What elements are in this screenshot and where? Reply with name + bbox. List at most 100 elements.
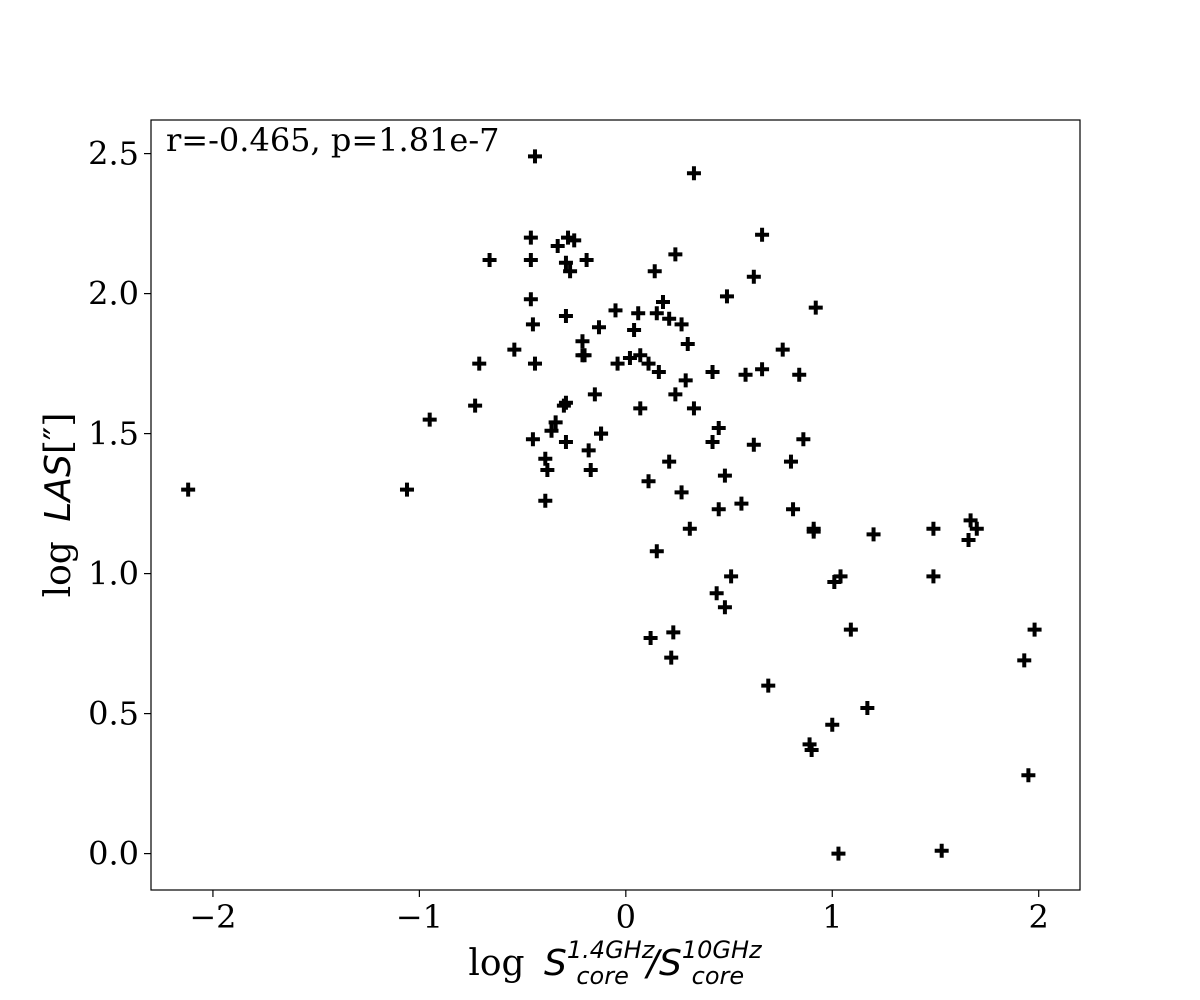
- data-point: [734, 496, 749, 511]
- data-point: [587, 387, 602, 402]
- data-point: [647, 264, 662, 279]
- data-point: [558, 255, 573, 270]
- data-point: [575, 334, 590, 349]
- y-tick-label: 0.0: [88, 835, 139, 873]
- data-point: [755, 362, 770, 377]
- x-tick-label: 2: [1029, 898, 1049, 936]
- data-point: [843, 622, 858, 637]
- y-tick-label: 1.5: [88, 415, 139, 453]
- data-point: [594, 426, 609, 441]
- data-point: [525, 432, 540, 447]
- x-tick-label: −1: [396, 898, 443, 936]
- data-point: [550, 239, 565, 253]
- data-point: [969, 521, 984, 536]
- data-point: [796, 432, 811, 447]
- y-tick-label: 2.0: [88, 275, 139, 313]
- data-point: [761, 678, 776, 693]
- plot-frame: [150, 119, 1081, 891]
- data-point: [664, 650, 679, 665]
- data-point: [711, 502, 726, 517]
- data-point: [655, 295, 670, 309]
- x-tick-label: 0: [616, 898, 636, 936]
- data-point: [631, 306, 646, 321]
- data-point: [558, 395, 573, 410]
- data-point: [860, 701, 875, 715]
- data-point: [540, 463, 555, 477]
- data-point: [709, 586, 724, 601]
- data-point: [558, 435, 573, 449]
- data-point: [705, 365, 720, 379]
- data-point: [668, 247, 683, 262]
- y-tick-label: 2.5: [88, 135, 139, 173]
- data-point: [686, 166, 701, 181]
- data-point: [641, 474, 656, 489]
- data-point: [961, 533, 976, 547]
- data-point: [866, 527, 881, 542]
- data-point: [523, 253, 538, 267]
- data-point: [674, 485, 689, 500]
- data-point: [610, 356, 625, 371]
- data-point: [523, 230, 538, 245]
- data-point: [831, 846, 846, 861]
- data-point: [1027, 622, 1042, 637]
- y-tick-label: 1.0: [88, 555, 139, 593]
- data-point: [705, 435, 720, 449]
- data-point: [934, 843, 949, 858]
- data-point: [181, 482, 196, 497]
- data-point: [746, 269, 761, 284]
- x-tick-label: 1: [822, 898, 842, 936]
- data-point: [783, 454, 798, 469]
- data-point: [556, 398, 571, 413]
- correlation-annotation: r=-0.465, p=1.81e-7: [166, 121, 500, 159]
- data-point: [792, 367, 807, 382]
- data-point: [717, 468, 732, 483]
- data-point: [538, 451, 553, 466]
- data-point: [538, 493, 553, 508]
- x-axis-label: log S1.4GHz core/S10GHz core: [468, 936, 763, 990]
- data-point: [668, 387, 683, 402]
- data-point: [649, 306, 664, 321]
- data-point: [558, 309, 573, 323]
- data-point: [548, 415, 563, 430]
- data-point: [523, 292, 538, 307]
- x-tick-label: −2: [189, 898, 236, 936]
- data-point: [786, 502, 801, 517]
- data-point: [567, 233, 582, 248]
- data-point: [482, 253, 497, 267]
- data-points: [181, 149, 1042, 861]
- data-point: [608, 303, 623, 318]
- data-point: [581, 443, 596, 458]
- data-point: [527, 149, 542, 164]
- axis-ticks: −2 −1 0 1 2 0.0 0.5 1.0 1.5 2.0 2.5: [88, 135, 1049, 936]
- data-point: [926, 521, 941, 536]
- data-point: [825, 717, 840, 732]
- data-point: [577, 348, 592, 363]
- data-point: [1017, 653, 1032, 668]
- data-point: [806, 521, 821, 536]
- data-point: [682, 521, 697, 536]
- data-point: [738, 367, 753, 382]
- data-point: [717, 600, 732, 615]
- data-point: [926, 569, 941, 584]
- data-point: [643, 631, 658, 645]
- data-point: [633, 348, 648, 363]
- data-point: [719, 289, 734, 304]
- data-point: [662, 454, 677, 469]
- data-point: [622, 351, 637, 365]
- data-point: [755, 227, 770, 242]
- data-point: [472, 356, 487, 371]
- data-point: [804, 743, 819, 757]
- data-point: [674, 317, 689, 332]
- data-point: [662, 311, 677, 326]
- data-point: [649, 544, 664, 559]
- data-point: [507, 342, 522, 357]
- data-point: [678, 373, 693, 388]
- data-point: [680, 337, 695, 351]
- data-point: [563, 264, 578, 279]
- data-point: [468, 398, 483, 413]
- data-point: [527, 356, 542, 371]
- data-point: [591, 320, 606, 335]
- data-point: [666, 625, 681, 640]
- data-point: [583, 463, 598, 477]
